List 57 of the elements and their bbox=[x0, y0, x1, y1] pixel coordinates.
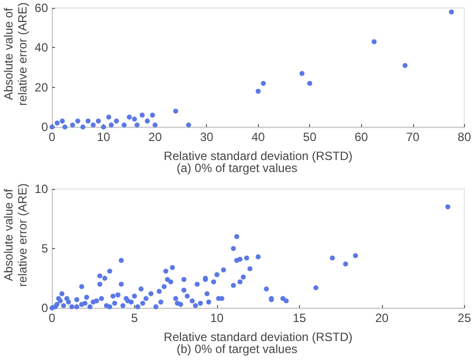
x-tick-label: 20 bbox=[375, 311, 389, 325]
point bbox=[126, 114, 132, 120]
point bbox=[152, 122, 158, 128]
x-tick-label: 5 bbox=[131, 311, 138, 325]
point bbox=[80, 124, 86, 130]
y-axis-title: Absolute value of relative error (ARE) bbox=[2, 1, 30, 108]
point bbox=[132, 116, 137, 122]
x-tick-label: 25 bbox=[458, 311, 472, 325]
point bbox=[150, 112, 156, 118]
point bbox=[260, 80, 266, 86]
point bbox=[54, 120, 60, 126]
y-tick-label: 5 bbox=[41, 242, 48, 256]
point bbox=[307, 80, 312, 86]
point bbox=[372, 39, 377, 44]
y-axis-title: Absolute value of relative error (ARE) bbox=[2, 182, 30, 289]
x-tick-label: 15 bbox=[292, 311, 306, 325]
point bbox=[86, 118, 91, 124]
point bbox=[114, 118, 119, 124]
text: (a) 0% of target values bbox=[176, 161, 298, 175]
x-tick-label: 50 bbox=[303, 130, 317, 144]
point bbox=[140, 112, 145, 118]
point bbox=[62, 124, 68, 130]
x-tick-label: 80 bbox=[458, 130, 472, 144]
point bbox=[60, 118, 65, 124]
point bbox=[173, 108, 178, 114]
y-tick-label: 0 bbox=[41, 301, 48, 315]
y-tick-label: 40 bbox=[34, 40, 48, 55]
point bbox=[70, 122, 76, 128]
point bbox=[50, 124, 54, 130]
point bbox=[144, 118, 150, 124]
x-tick-label: 10 bbox=[96, 130, 111, 144]
x-tick-label: 60 bbox=[354, 130, 368, 144]
point bbox=[122, 122, 127, 128]
x-tick-label: 30 bbox=[200, 130, 214, 144]
point bbox=[402, 63, 408, 68]
x-tick-label: 10 bbox=[210, 311, 224, 325]
point bbox=[101, 124, 106, 130]
text: (b) 0% of target values bbox=[176, 342, 298, 356]
point bbox=[75, 118, 80, 124]
y-tick-label: 0 bbox=[41, 120, 48, 134]
x-tick-label: 70 bbox=[406, 130, 420, 144]
point bbox=[186, 122, 192, 128]
point bbox=[256, 88, 261, 94]
x-axis-title: Relative standard deviation (RSTD) bbox=[164, 330, 353, 344]
y-tick-label: 60 bbox=[34, 1, 48, 15]
point bbox=[90, 122, 96, 128]
point bbox=[106, 114, 112, 120]
x-axis-title: Relative standard deviation (RSTD) bbox=[164, 149, 353, 163]
point bbox=[96, 118, 101, 124]
y-tick-label: 10 bbox=[34, 182, 48, 196]
x-tick-label: 20 bbox=[148, 130, 162, 144]
point bbox=[448, 9, 454, 14]
point bbox=[134, 122, 140, 128]
point bbox=[299, 70, 304, 76]
x-tick-label: 40 bbox=[251, 130, 266, 144]
point bbox=[108, 122, 114, 128]
y-tick-label: 20 bbox=[34, 80, 48, 94]
